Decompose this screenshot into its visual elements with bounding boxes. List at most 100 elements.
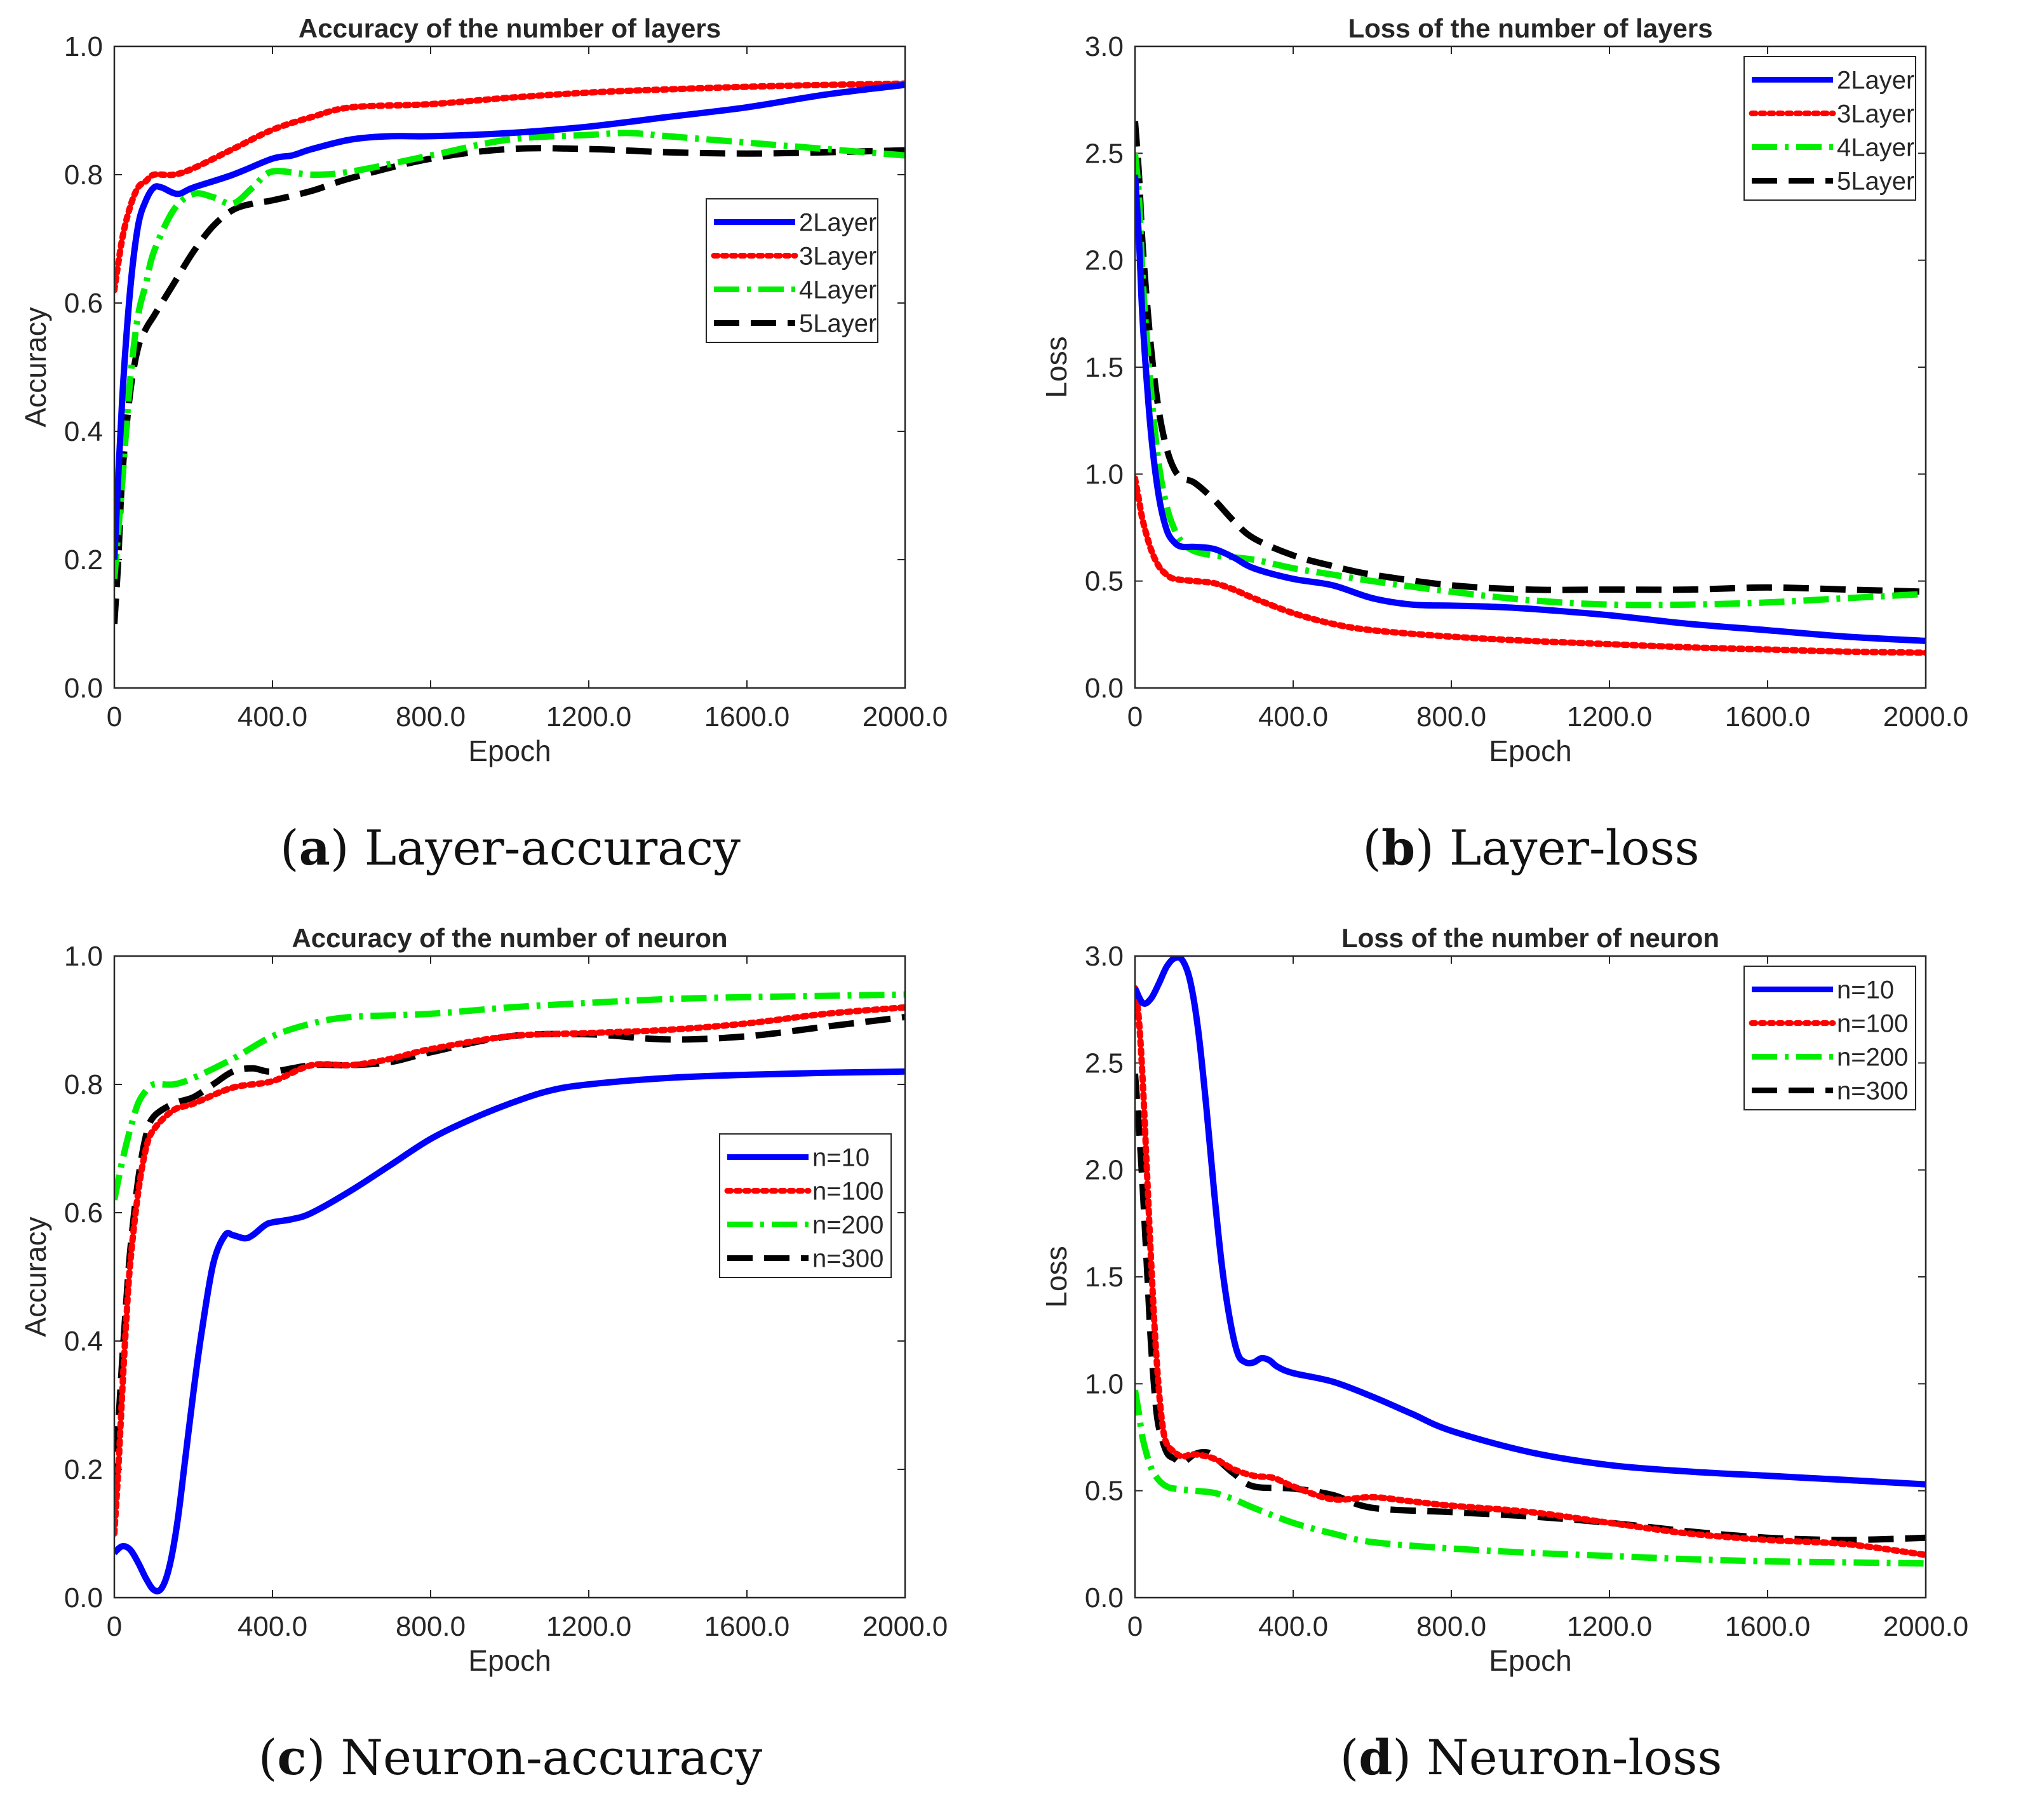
series-line-n=10 bbox=[1135, 956, 1926, 1488]
x-tick-label: 800.0 bbox=[1416, 1611, 1486, 1642]
y-tick-label: 2.0 bbox=[1085, 1155, 1124, 1186]
x-tick-label: 2000.0 bbox=[863, 1611, 948, 1642]
x-tick-label: 0 bbox=[107, 701, 122, 732]
x-tick-label: 800.0 bbox=[396, 1611, 466, 1642]
plot-frame bbox=[113, 955, 906, 1599]
x-axis-label: Epoch bbox=[468, 734, 551, 767]
plot-frame bbox=[1134, 45, 1927, 689]
series-group bbox=[1135, 121, 1926, 656]
legend-label: n=200 bbox=[1837, 1044, 1908, 1072]
y-tick-label: 0.0 bbox=[1085, 673, 1124, 704]
series-line-n=200 bbox=[1135, 1389, 1926, 1567]
x-axis-label: Epoch bbox=[468, 1644, 551, 1677]
x-tick-label: 400.0 bbox=[1258, 1611, 1328, 1642]
legend-label: n=300 bbox=[812, 1245, 883, 1273]
x-axis-label: Epoch bbox=[1489, 734, 1571, 767]
series-line-n=200 bbox=[114, 991, 905, 1201]
y-tick-label: 1.0 bbox=[1085, 1368, 1124, 1399]
x-tick-label: 400.0 bbox=[1258, 701, 1328, 732]
x-tick-label: 2000.0 bbox=[1883, 1611, 1969, 1642]
x-tick-label: 0 bbox=[1127, 701, 1143, 732]
series-group bbox=[114, 80, 905, 624]
legend-label: 4Layer bbox=[799, 276, 877, 304]
y-axis-label: Accuracy bbox=[19, 1217, 52, 1337]
y-axis-label: Loss bbox=[1040, 1246, 1073, 1307]
legend-label: n=10 bbox=[1837, 976, 1894, 1004]
panel-c: Accuracy of the number of neuron 0 400.0 80… bbox=[0, 910, 1021, 1820]
legend: 2Layer 3Layer 4Layer 5Layer bbox=[706, 198, 878, 343]
x-tick-label: 1600.0 bbox=[704, 701, 790, 732]
series-line-n=10 bbox=[114, 1068, 905, 1594]
y-tick-label: 0.8 bbox=[64, 159, 103, 191]
y-axis-label: Loss bbox=[1040, 336, 1073, 398]
legend-label: 5Layer bbox=[799, 310, 877, 338]
legend-label: n=100 bbox=[812, 1178, 883, 1206]
series-line-2Layer bbox=[114, 81, 905, 560]
y-tick-label: 3.0 bbox=[1085, 31, 1124, 62]
y-tick-label: 0.5 bbox=[1085, 566, 1124, 597]
panel-d: Loss of the number of neuron 0 400.0 800.0 1… bbox=[1021, 910, 2042, 1820]
y-tick-label: 0.0 bbox=[1085, 1582, 1124, 1614]
series-line-n=100 bbox=[114, 1004, 905, 1537]
panel-b: Loss of the number of layers 0 400.0 800.0 1… bbox=[1021, 0, 2042, 910]
legend-label: n=100 bbox=[1837, 1010, 1908, 1038]
x-tick-label: 400.0 bbox=[238, 701, 307, 732]
x-tick-label: 400.0 bbox=[238, 1611, 307, 1642]
y-tick-label: 2.5 bbox=[1085, 138, 1124, 169]
legend: n=10 n=100 n=200 n=300 bbox=[719, 1133, 892, 1278]
y-tick-label: 0.6 bbox=[64, 288, 103, 319]
caption-c: (c) Neuron-accuracy bbox=[258, 1729, 763, 1786]
x-tick-label: 2000.0 bbox=[1883, 701, 1969, 732]
series-group bbox=[114, 991, 905, 1594]
series-line-4Layer bbox=[114, 130, 905, 579]
series-line-5Layer bbox=[1135, 121, 1926, 595]
chart-a: Accuracy of the number of layers 0 400.0 80… bbox=[19, 13, 948, 767]
legend-label: 4Layer bbox=[1837, 134, 1914, 162]
y-tick-label: 0.4 bbox=[64, 1326, 103, 1357]
x-tick-label: 1600.0 bbox=[1725, 1611, 1811, 1642]
caption-a: (a) Layer-accuracy bbox=[280, 819, 741, 876]
y-tick-label: 1.0 bbox=[1085, 459, 1124, 490]
x-tick-label: 1200.0 bbox=[546, 1611, 632, 1642]
chart-title: Loss of the number of layers bbox=[1348, 13, 1712, 43]
y-tick-label: 3.0 bbox=[1085, 941, 1124, 972]
legend-label: 2Layer bbox=[1837, 67, 1914, 95]
legend-label: n=200 bbox=[812, 1211, 883, 1239]
y-tick-label: 0.8 bbox=[64, 1069, 103, 1100]
chart-title: Accuracy of the number of neuron bbox=[292, 923, 727, 953]
x-tick-label: 1200.0 bbox=[546, 701, 632, 732]
series-line-n=100 bbox=[1135, 985, 1926, 1558]
x-tick-label: 1200.0 bbox=[1567, 701, 1653, 732]
y-tick-label: 1.0 bbox=[64, 31, 103, 62]
legend-label: 5Layer bbox=[1837, 168, 1914, 196]
y-tick-label: 0.0 bbox=[64, 673, 103, 704]
legend: n=10 n=100 n=200 n=300 bbox=[1743, 966, 1916, 1110]
legend-label: n=10 bbox=[812, 1144, 870, 1172]
y-tick-label: 1.0 bbox=[64, 941, 103, 972]
chart-b: Loss of the number of layers 0 400.0 800.0 1… bbox=[1040, 13, 1969, 767]
series-line-3Layer bbox=[1135, 475, 1926, 656]
x-tick-label: 2000.0 bbox=[863, 701, 948, 732]
series-group bbox=[1135, 956, 1926, 1567]
plot-area bbox=[114, 46, 905, 688]
x-tick-label: 1600.0 bbox=[704, 1611, 790, 1642]
y-tick-label: 1.5 bbox=[1085, 352, 1124, 383]
y-axis-label: Accuracy bbox=[19, 307, 52, 427]
x-tick-label: 800.0 bbox=[1416, 701, 1486, 732]
chart-title: Loss of the number of neuron bbox=[1341, 923, 1719, 953]
series-line-3Layer bbox=[114, 80, 905, 293]
plot-frame bbox=[113, 45, 906, 689]
legend-label: n=300 bbox=[1837, 1077, 1908, 1105]
y-tick-label: 0.2 bbox=[64, 544, 103, 576]
y-tick-label: 0.6 bbox=[64, 1197, 103, 1229]
y-tick-label: 0.4 bbox=[64, 416, 103, 447]
series-line-2Layer bbox=[1135, 174, 1926, 644]
legend: 2Layer 3Layer 4Layer 5Layer bbox=[1743, 56, 1916, 201]
y-tick-label: 0.0 bbox=[64, 1582, 103, 1614]
legend-label: 2Layer bbox=[799, 209, 877, 237]
y-tick-label: 0.5 bbox=[1085, 1476, 1124, 1507]
panel-a: Accuracy of the number of layers 0 400.0 80… bbox=[0, 0, 1021, 910]
x-tick-label: 0 bbox=[1127, 1611, 1143, 1642]
x-axis-label: Epoch bbox=[1489, 1644, 1571, 1677]
x-tick-label: 800.0 bbox=[396, 701, 466, 732]
